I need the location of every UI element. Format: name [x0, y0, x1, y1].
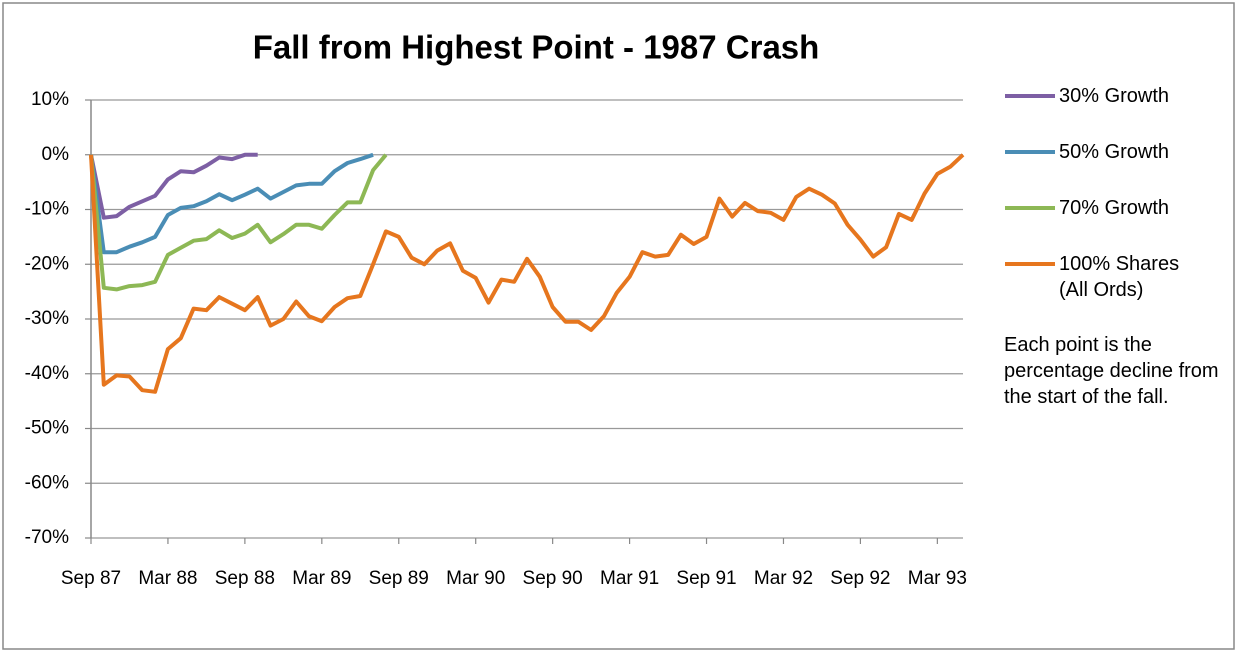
legend-item: 100% Shares (All Ords) — [1005, 251, 1199, 303]
y-tick-label: -10% — [25, 199, 69, 220]
series-line — [89, 153, 965, 394]
y-tick-label: -30% — [25, 308, 69, 329]
x-tick-label: Sep 92 — [830, 568, 890, 589]
legend-swatch — [1005, 206, 1055, 210]
legend-item: 50% Growth — [1005, 139, 1199, 165]
y-tick-label: -40% — [25, 363, 69, 384]
x-tick-label: Mar 92 — [754, 568, 813, 589]
legend-item: 30% Growth — [1005, 83, 1199, 109]
series-line — [89, 152, 374, 255]
legend-swatch — [1005, 262, 1055, 266]
x-tick-label: Mar 91 — [600, 568, 659, 589]
legend-label: 100% Shares (All Ords) — [1059, 253, 1180, 301]
x-tick-label: Mar 89 — [292, 568, 351, 589]
legend-swatch — [1005, 150, 1055, 154]
legend-label: 70% Growth — [1059, 197, 1170, 219]
legend-label: 50% Growth — [1059, 141, 1170, 163]
y-tick-label: -60% — [25, 472, 69, 493]
x-tick-label: Sep 90 — [523, 568, 583, 589]
series-line — [89, 152, 258, 220]
x-tick-label: Sep 89 — [369, 568, 429, 589]
x-tick-label: Sep 87 — [61, 568, 121, 589]
y-tick-label: -70% — [25, 527, 69, 548]
x-tick-label: Mar 90 — [446, 568, 505, 589]
legend-swatch — [1005, 94, 1055, 98]
x-tick-label: Sep 88 — [215, 568, 275, 589]
y-tick-label: -50% — [25, 418, 69, 439]
x-tick-label: Sep 91 — [676, 568, 736, 589]
legend-item: 70% Growth — [1005, 195, 1199, 221]
y-tick-label: -20% — [25, 253, 69, 274]
x-tick-label: Mar 88 — [138, 568, 197, 589]
y-tick-label: 10% — [31, 89, 69, 110]
x-tick-label: Mar 93 — [908, 568, 967, 589]
annotation: Each point is the percentage decline fro… — [1004, 334, 1219, 408]
series-line — [89, 153, 388, 292]
chart-title: Fall from Highest Point - 1987 Crash — [253, 29, 820, 66]
legend-label: 30% Growth — [1059, 85, 1170, 107]
y-tick-label: 0% — [42, 144, 70, 165]
